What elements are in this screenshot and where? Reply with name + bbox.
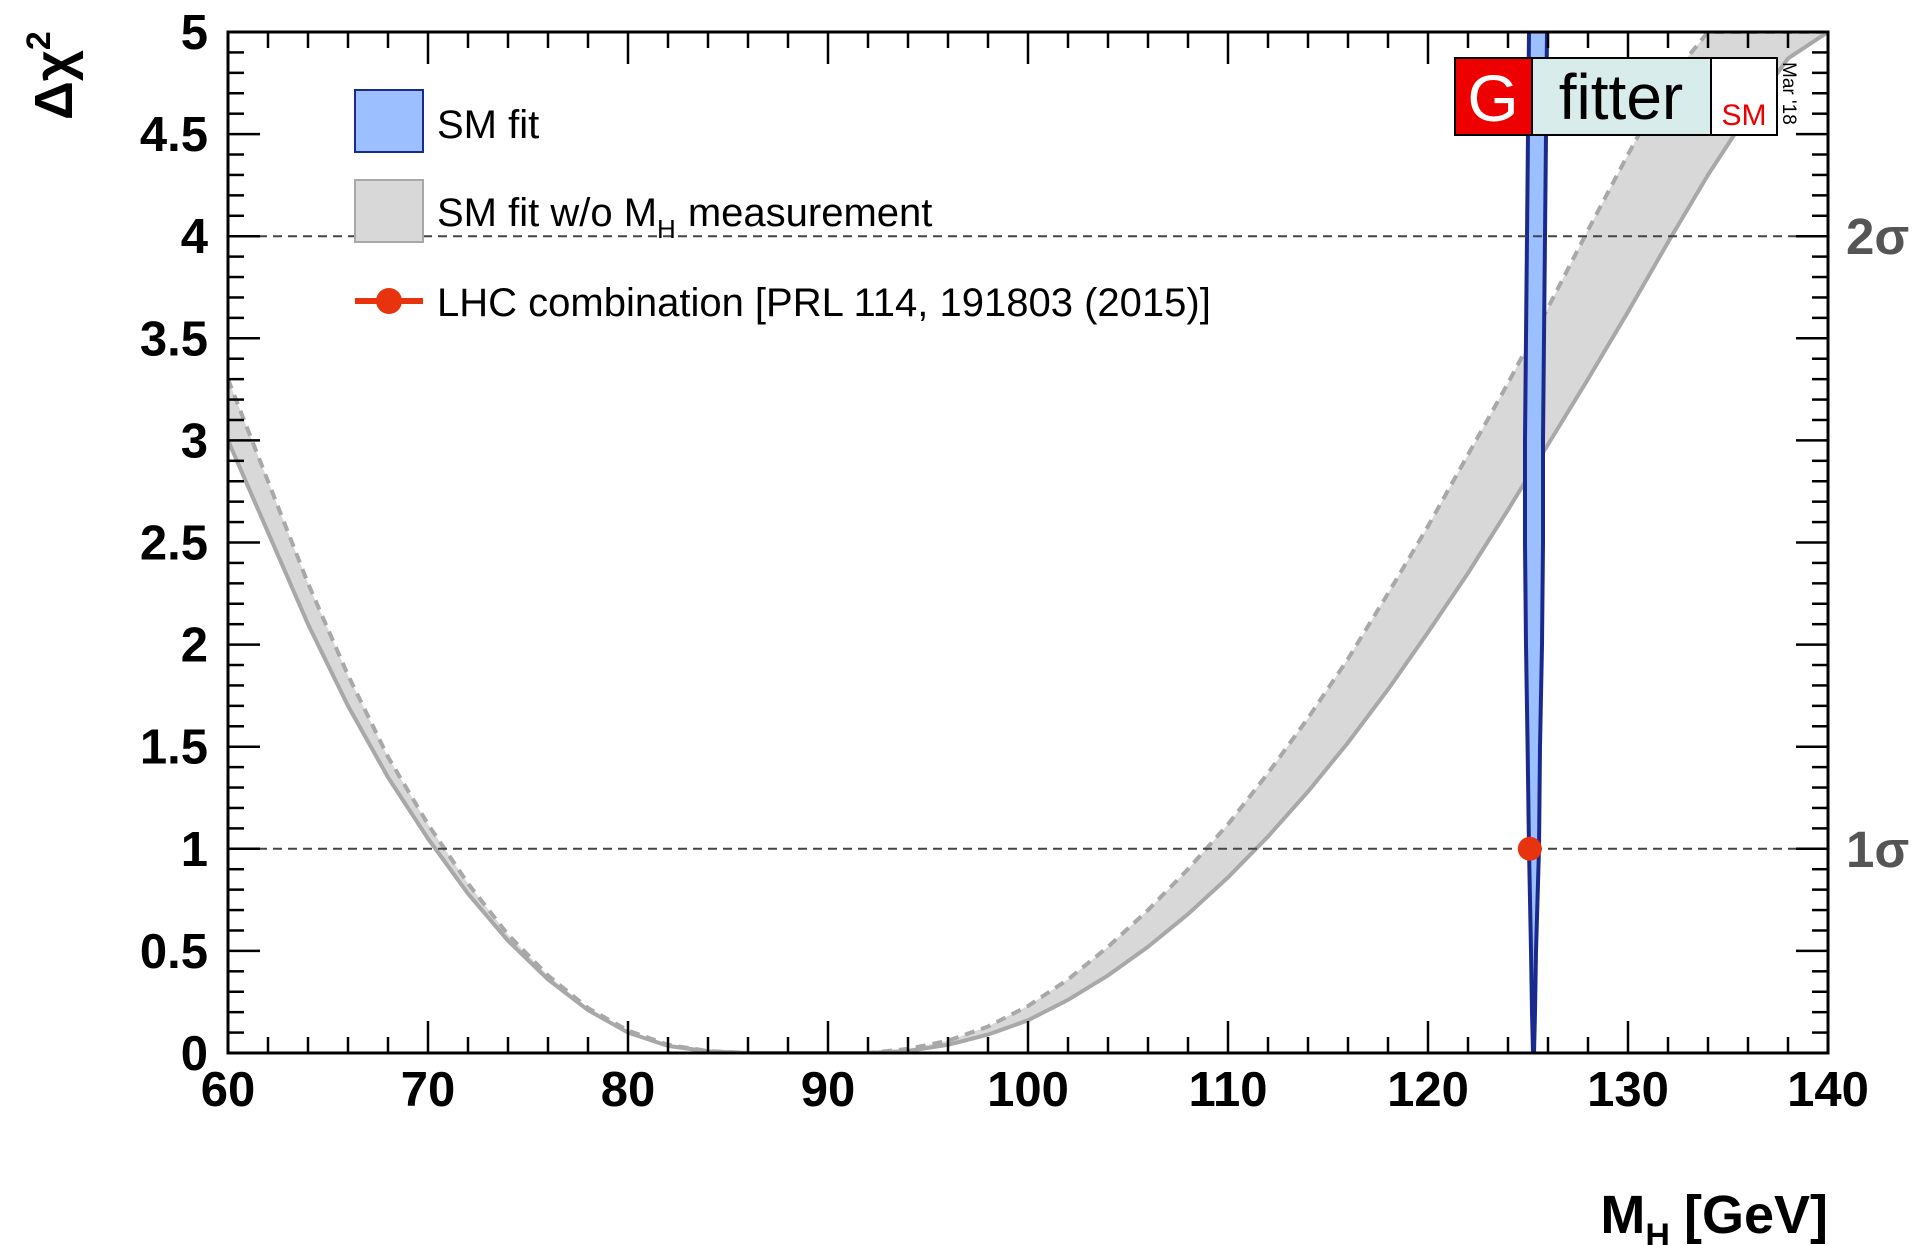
x-tick-label: 70 bbox=[401, 1063, 456, 1117]
band-sm-fit-lower-edge bbox=[1523, 32, 1535, 1053]
band-sm-fit-wo-mh bbox=[228, 32, 1828, 1053]
y-axis-title-sup: 2 bbox=[20, 31, 58, 50]
legend-marker-lhc bbox=[376, 288, 402, 314]
x-tick-label: 60 bbox=[201, 1063, 256, 1117]
lhc-combination-point bbox=[1517, 836, 1542, 861]
x-axis-title-unit: [GeV] bbox=[1684, 1185, 1828, 1245]
y-tick-label: 4 bbox=[181, 210, 208, 264]
band-sm-fit-upper-edge bbox=[1532, 32, 1549, 1053]
svg-text:Δχ2: Δχ2 bbox=[20, 31, 84, 120]
y-tick-label: 0 bbox=[181, 1027, 208, 1081]
y-tick-label: 3 bbox=[181, 414, 208, 468]
y-tick-label: 2.5 bbox=[140, 517, 208, 571]
band-sm-fit-wo-mh-lower-edge bbox=[228, 32, 1828, 1053]
x-tick-label: 130 bbox=[1587, 1063, 1669, 1117]
reference-lines-layer: 2σ 1σ bbox=[228, 208, 1909, 878]
x-tick-label: 80 bbox=[601, 1063, 656, 1117]
logo-sub: SM bbox=[1722, 99, 1767, 132]
logo-sub-box bbox=[1710, 57, 1778, 136]
legend-label-sm-fit-wo-mh: SM fit w/o MH measurement bbox=[437, 191, 932, 244]
band-sm-fit bbox=[1525, 32, 1547, 1053]
x-tick-label: 100 bbox=[987, 1063, 1069, 1117]
y-axis-title: Δχ2 bbox=[20, 31, 84, 120]
x-tick-label: 90 bbox=[801, 1063, 856, 1117]
gfitter-logo: G fitter SM Mar '18 bbox=[1454, 57, 1799, 136]
reference-label-2: 1σ bbox=[1846, 821, 1909, 878]
x-tick-label: 140 bbox=[1787, 1063, 1869, 1117]
legend-swatch-sm-fit-wo-mh bbox=[354, 179, 424, 243]
y-tick-label: 4.5 bbox=[140, 108, 208, 162]
y-axis-title-base: Δχ bbox=[24, 50, 84, 120]
legend-label-sm-fit-wo-mh-sub: H bbox=[657, 214, 676, 244]
x-tick-label: 110 bbox=[1188, 1063, 1267, 1117]
y-tick-label: 1.5 bbox=[140, 721, 208, 775]
legend-label-sm-fit-wo-mh-suffix: measurement bbox=[688, 191, 933, 235]
reference-label-1: 2σ bbox=[1846, 208, 1909, 265]
legend-swatch-sm-fit bbox=[354, 89, 424, 153]
x-axis-title: MH [GeV] bbox=[1600, 1185, 1828, 1245]
axes-layer: 60 70 80 90 100 110 120 130 140 0 0.5 1 1.5 2 2.5 3 3.5 4… bbox=[140, 6, 1869, 1117]
y-tick-label: 1 bbox=[181, 823, 208, 877]
legend: SM fit SM fit w/o MH measurement LHC comb… bbox=[354, 89, 1211, 325]
band-sm-fit-wo-mh-upper-edge bbox=[228, 32, 1828, 1053]
logo-word: fitter bbox=[1559, 61, 1683, 133]
bands-layer bbox=[228, 32, 1828, 1053]
logo-letter: G bbox=[1467, 61, 1518, 135]
logo-word-box bbox=[1531, 57, 1712, 136]
plot-frame bbox=[226, 30, 1830, 1055]
logo-letter-box bbox=[1454, 57, 1533, 136]
y-tick-label: 5 bbox=[181, 6, 208, 60]
x-axis-title-main: M bbox=[1600, 1185, 1645, 1245]
points-layer bbox=[1517, 836, 1542, 861]
y-tick-label: 3.5 bbox=[140, 312, 208, 366]
legend-label-lhc: LHC combination [PRL 114, 191803 (2015)] bbox=[437, 281, 1211, 325]
y-tick-label: 2 bbox=[181, 619, 208, 673]
legend-label-sm-fit: SM fit bbox=[437, 103, 539, 147]
x-axis-title-sub: H bbox=[1645, 1217, 1670, 1245]
y-tick-label: 0.5 bbox=[140, 925, 208, 979]
x-tick-label: 120 bbox=[1387, 1063, 1469, 1117]
logo-date: Mar '18 bbox=[1778, 62, 1799, 125]
legend-label-sm-fit-wo-mh-main: SM fit w/o M bbox=[437, 191, 657, 235]
